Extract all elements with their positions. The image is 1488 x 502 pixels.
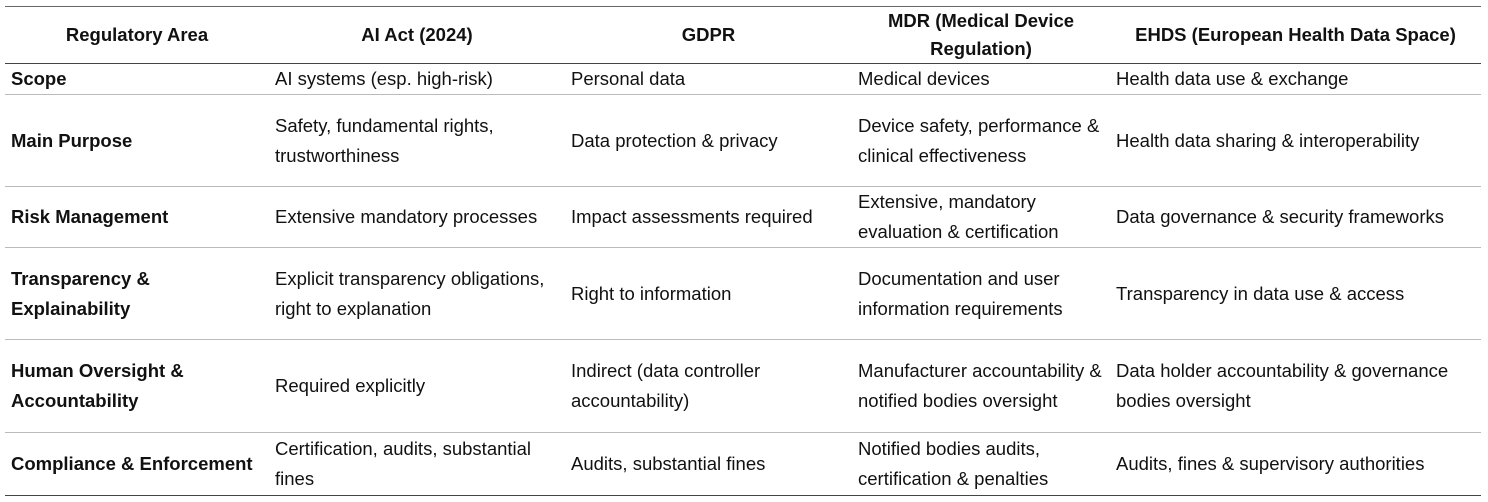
table-row: Risk Management Extensive mandatory proce… bbox=[5, 186, 1481, 248]
table-cell: Audits, substantial fines bbox=[565, 432, 852, 496]
table-cell: Health data use & exchange bbox=[1110, 63, 1481, 95]
header-cell: GDPR bbox=[565, 6, 852, 64]
table-row: Scope AI systems (esp. high-risk) Personal… bbox=[5, 63, 1481, 95]
row-label: Risk Management bbox=[5, 186, 269, 248]
comparison-table: Regulatory Area AI Act (2024) GDPR MDR (Med… bbox=[5, 6, 1481, 496]
table-cell: Health data sharing & interoperability bbox=[1110, 94, 1481, 187]
header-cell: EHDS (European Health Data Space) bbox=[1110, 6, 1481, 64]
table-cell: Extensive mandatory processes bbox=[269, 186, 565, 248]
table-cell: Right to information bbox=[565, 247, 852, 340]
table-cell: Explicit transparency obligations, right… bbox=[269, 247, 565, 340]
table-cell: Audits, fines & supervisory authorities bbox=[1110, 432, 1481, 496]
table-cell: Personal data bbox=[565, 63, 852, 95]
table-cell: Data protection & privacy bbox=[565, 94, 852, 187]
table-cell: Data holder accountability & governance … bbox=[1110, 339, 1481, 433]
table-cell: Extensive, mandatory evaluation & certif… bbox=[852, 186, 1110, 248]
table-cell: Impact assessments required bbox=[565, 186, 852, 248]
header-cell: MDR (Medical Device Regulation) bbox=[852, 6, 1110, 64]
table-cell: Certification, audits, substantial fines bbox=[269, 432, 565, 496]
table-cell: Safety, fundamental rights, trustworthin… bbox=[269, 94, 565, 187]
header-cell: AI Act (2024) bbox=[269, 6, 565, 64]
table-cell: Indirect (data controller accountability… bbox=[565, 339, 852, 433]
table-cell: Data governance & security frameworks bbox=[1110, 186, 1481, 248]
row-label: Transparency & Explainability bbox=[5, 247, 269, 340]
header-row: Regulatory Area AI Act (2024) GDPR MDR (Med… bbox=[5, 6, 1481, 64]
table-cell: Transparency in data use & access bbox=[1110, 247, 1481, 340]
table-cell: Documentation and user information requi… bbox=[852, 247, 1110, 340]
table-cell: Required explicitly bbox=[269, 339, 565, 433]
table-header: Regulatory Area AI Act (2024) GDPR MDR (Med… bbox=[5, 6, 1481, 64]
row-label: Main Purpose bbox=[5, 94, 269, 187]
table-row: Compliance & Enforcement Certification, a… bbox=[5, 432, 1481, 496]
row-label: Scope bbox=[5, 63, 269, 95]
table-cell: AI systems (esp. high-risk) bbox=[269, 63, 565, 95]
table-container: Regulatory Area AI Act (2024) GDPR MDR (Med… bbox=[5, 6, 1481, 496]
row-label: Human Oversight & Accountability bbox=[5, 339, 269, 433]
table-cell: Manufacturer accountability & notified b… bbox=[852, 339, 1110, 433]
table-row: Main Purpose Safety, fundamental rights, … bbox=[5, 94, 1481, 187]
table-row: Transparency & Explainability Explicit tr… bbox=[5, 247, 1481, 340]
header-cell: Regulatory Area bbox=[5, 6, 269, 64]
table-cell: Notified bodies audits, certification & … bbox=[852, 432, 1110, 496]
table-body: Scope AI systems (esp. high-risk) Personal… bbox=[5, 63, 1481, 496]
table-cell: Medical devices bbox=[852, 63, 1110, 95]
table-row: Human Oversight & Accountability Required… bbox=[5, 339, 1481, 433]
table-cell: Device safety, performance & clinical ef… bbox=[852, 94, 1110, 187]
row-label: Compliance & Enforcement bbox=[5, 432, 269, 496]
